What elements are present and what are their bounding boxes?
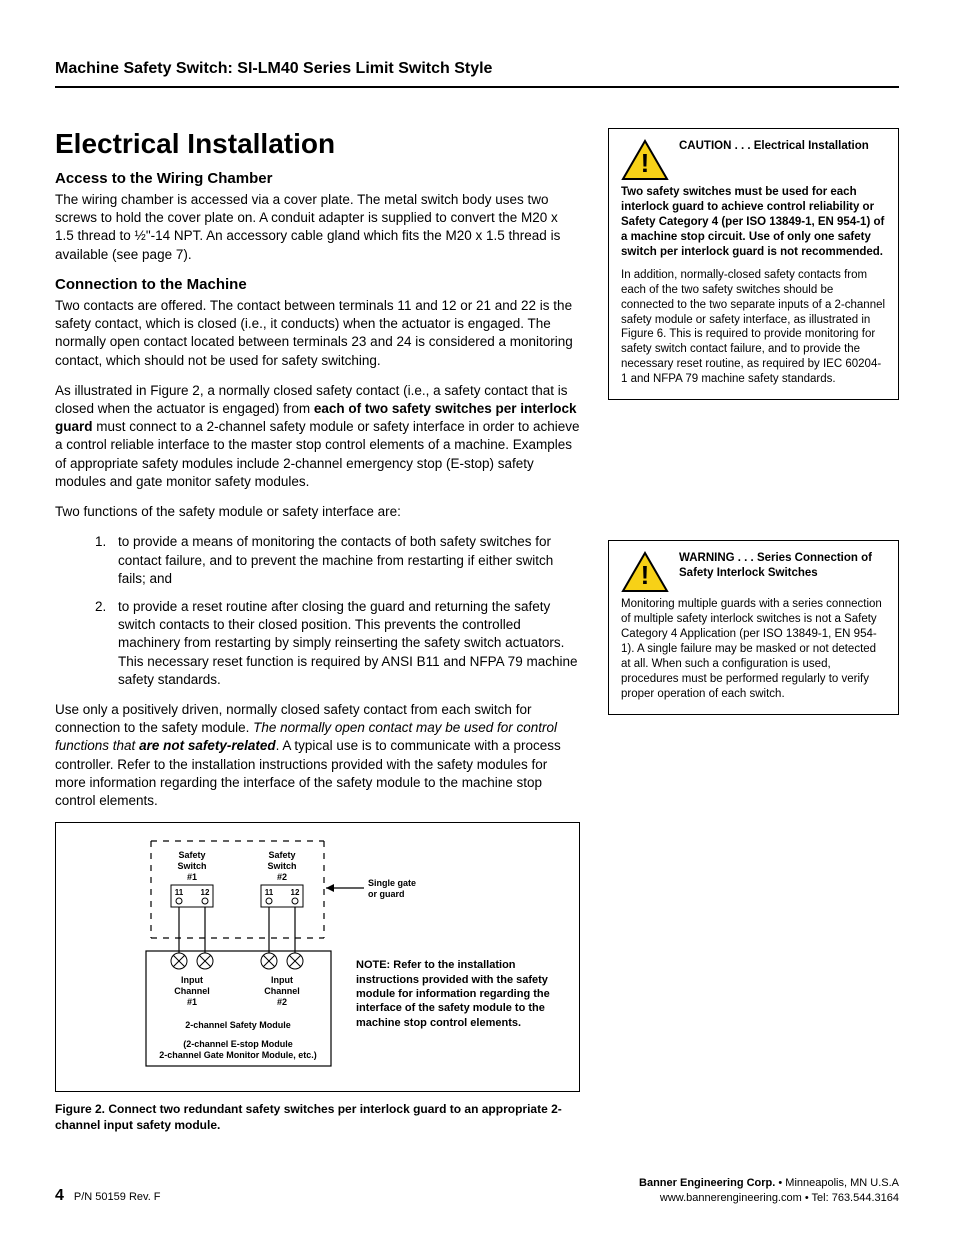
function-item-1: to provide a means of monitoring the con… xyxy=(110,533,580,588)
figure-note: NOTE: Refer to the installation instruct… xyxy=(356,958,556,1029)
footer-contact: www.bannerengineering.com • Tel: 763.544… xyxy=(639,1191,899,1205)
figure-2-diagram: Safety Switch #1 11 12 Safety Switch #2 … xyxy=(55,822,580,1092)
warning-icon: ! xyxy=(621,551,669,593)
svg-text:11: 11 xyxy=(265,888,274,897)
warning-title: WARNING . . . Series Connection of Safet… xyxy=(679,551,886,581)
section-conn-p1: Two contacts are offered. The contact be… xyxy=(55,297,580,370)
svg-text:2-channel Gate Monitor Module,: 2-channel Gate Monitor Module, etc.) xyxy=(159,1050,317,1060)
p2-part-c: must connect to a 2-channel safety modul… xyxy=(55,419,580,489)
function-list: to provide a means of monitoring the con… xyxy=(55,533,580,689)
svg-text:Safety: Safety xyxy=(178,850,205,860)
function-item-2: to provide a reset routine after closing… xyxy=(110,598,580,689)
left-column: Electrical Installation Access to the Wi… xyxy=(55,128,580,1134)
svg-text:Switch: Switch xyxy=(177,861,206,871)
warning-box: ! WARNING . . . Series Connection of Saf… xyxy=(608,540,899,715)
caution-lead: Two safety switches must be used for eac… xyxy=(621,185,886,260)
svg-text:#1: #1 xyxy=(187,872,197,882)
svg-text:Safety: Safety xyxy=(268,850,295,860)
page-header: Machine Safety Switch: SI-LM40 Series Li… xyxy=(55,60,899,88)
main-title: Electrical Installation xyxy=(55,128,580,160)
svg-text:Input: Input xyxy=(181,975,203,985)
svg-text:2-channel Safety Module: 2-channel Safety Module xyxy=(185,1020,291,1030)
right-column: ! CAUTION . . . Electrical Installation … xyxy=(608,128,899,1134)
svg-text:#1: #1 xyxy=(187,997,197,1007)
caution-box: ! CAUTION . . . Electrical Installation … xyxy=(608,128,899,400)
svg-text:12: 12 xyxy=(201,888,210,897)
svg-text:12: 12 xyxy=(291,888,300,897)
page-footer: 4 P/N 50159 Rev. F Banner Engineering Co… xyxy=(55,1176,899,1205)
warning-lead: Monitoring multiple guards with a series… xyxy=(621,597,886,702)
caution-title: CAUTION . . . Electrical Installation xyxy=(679,139,886,154)
svg-text:Channel: Channel xyxy=(264,986,300,996)
svg-text:Channel: Channel xyxy=(174,986,210,996)
section-access-body: The wiring chamber is accessed via a cov… xyxy=(55,191,580,264)
page-number: 4 xyxy=(55,1187,64,1205)
svg-text:Single gate: Single gate xyxy=(368,878,416,888)
footer-company: Banner Engineering Corp. xyxy=(639,1177,775,1189)
figure-caption: Figure 2. Connect two redundant safety s… xyxy=(55,1102,580,1133)
part-number: P/N 50159 Rev. F xyxy=(74,1191,161,1203)
svg-text:!: ! xyxy=(641,560,650,590)
caution-icon: ! xyxy=(621,139,669,181)
section-conn-head: Connection to the Machine xyxy=(55,276,580,293)
svg-text:Switch: Switch xyxy=(267,861,296,871)
section-conn-p4: Use only a positively driven, normally c… xyxy=(55,701,580,810)
svg-text:#2: #2 xyxy=(277,872,287,882)
svg-text:!: ! xyxy=(641,148,650,178)
svg-text:(2-channel E-stop Module: (2-channel E-stop Module xyxy=(183,1039,293,1049)
svg-text:#2: #2 xyxy=(277,997,287,1007)
svg-text:or guard: or guard xyxy=(368,889,405,899)
footer-location: • Minneapolis, MN U.S.A xyxy=(775,1177,899,1189)
svg-text:11: 11 xyxy=(175,888,184,897)
caution-body: In addition, normally-closed safety cont… xyxy=(621,268,886,388)
section-access-head: Access to the Wiring Chamber xyxy=(55,170,580,187)
section-conn-p3: Two functions of the safety module or sa… xyxy=(55,503,580,521)
svg-text:Input: Input xyxy=(271,975,293,985)
content-columns: Electrical Installation Access to the Wi… xyxy=(55,128,899,1134)
section-conn-p2: As illustrated in Figure 2, a normally c… xyxy=(55,382,580,491)
